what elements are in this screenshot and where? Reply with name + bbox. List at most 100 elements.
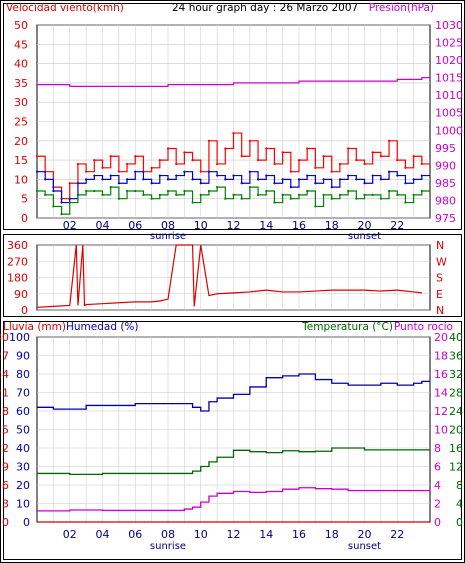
dewpoint-tick-label: 12 [434, 405, 448, 418]
rain-tick-label: 30 [0, 331, 9, 344]
wind-series-2-point [379, 197, 382, 200]
wind-series-0-point [35, 155, 39, 158]
humidity-tick-label: 80 [16, 368, 30, 381]
direction-tick-label: 360 [7, 239, 28, 252]
humidity-tick-label: 50 [16, 424, 30, 437]
dewpoint-tick-label: 14 [434, 387, 448, 400]
temperature-tick-label: 36 [449, 350, 463, 363]
wind-series-2-point [125, 189, 129, 193]
compass-tick-label: S [436, 272, 443, 285]
temperature-tick-label: 28 [449, 387, 463, 400]
wind-series-0-point [85, 170, 88, 173]
panel3-x-tick-label: 18 [325, 528, 339, 541]
wind-series-1-point [199, 182, 202, 185]
wind-tick-label: 0 [21, 212, 28, 225]
humidity-tick-label: 30 [16, 461, 30, 474]
wind-series-2-point [134, 189, 137, 193]
panel3-x-tick-label: 20 [358, 528, 372, 541]
panel1-x-tick-label: 14 [259, 219, 273, 232]
wind-tick-label: 20 [14, 135, 28, 148]
wind-series-1-point [265, 174, 268, 177]
direction-tick-label: 270 [7, 255, 28, 268]
wind-tick-label: 5 [21, 193, 28, 206]
wind-series-0-point [183, 151, 186, 154]
panel3-x-tick-label: 04 [96, 528, 110, 541]
wind-tick-label: 50 [14, 19, 28, 32]
panel3-x-tick-label: 02 [63, 528, 77, 541]
wind-series-0-point [191, 159, 194, 162]
humidity-tick-label: 100 [9, 331, 30, 344]
wind-series-1-point [273, 182, 276, 185]
wind-series-2-point [150, 197, 153, 200]
wind-series-2-point [76, 193, 80, 196]
wind-series-1-point [330, 186, 333, 189]
wind-series-1-point [297, 178, 301, 181]
rain-tick-label: 6 [2, 479, 9, 492]
wind-series-0-point [232, 131, 235, 135]
wind-series-1-point [35, 170, 39, 173]
dewpoint-tick-label: 10 [434, 424, 448, 437]
wind-series-0-point [199, 170, 202, 173]
rain-axis-title: Lluvia (mm) [3, 321, 66, 333]
wind-series-2-point [363, 193, 366, 196]
wind-series-0-point [355, 159, 358, 162]
temperature-axis-title: Temperatura (°C) [301, 321, 393, 333]
pressure-tick-label: 1005 [435, 107, 463, 120]
dewpoint-tick-label: 16 [434, 368, 448, 381]
wind-series-2-point [371, 193, 374, 196]
humidity-series-line [37, 373, 430, 412]
compass-tick-label: E [436, 288, 443, 301]
wind-series-2-point [85, 189, 88, 193]
wind-series-2-point [216, 186, 219, 189]
panel1-x-tick-label: 04 [96, 219, 110, 232]
temperature-tick-label: 40 [449, 331, 463, 344]
wind-series-2-point [322, 193, 325, 196]
wind-series-1-point [175, 174, 178, 177]
wind-tick-label: 40 [14, 58, 28, 71]
wind-series-0-point [322, 155, 325, 158]
rain-tick-label: 15 [0, 424, 9, 437]
wind-series-1-point [232, 174, 235, 177]
wind-series-2-point [256, 193, 260, 196]
wind-series-2-point [248, 186, 251, 189]
wind-series-0-point [347, 147, 350, 150]
wind-series-2-point [199, 193, 202, 196]
wind-series-2-point [175, 193, 178, 196]
wind-series-2-point [232, 193, 235, 196]
wind-series-1-point [158, 174, 161, 177]
humidity-tick-label: 40 [16, 442, 30, 455]
panel1-x-tick-label: 06 [128, 219, 142, 232]
wind-series-0-point [371, 151, 374, 154]
wind-tick-label: 35 [14, 77, 28, 90]
wind-tick-label: 25 [14, 116, 28, 129]
humidity-tick-label: 70 [16, 387, 30, 400]
dewpoint-tick-label: 2 [434, 498, 441, 511]
dewpoint-tick-label: 20 [434, 331, 448, 344]
wind-series-1-point [191, 178, 194, 181]
wind-series-0-point [224, 147, 227, 150]
panel1-x-tick-label: 12 [227, 219, 241, 232]
wind-series-1-point [363, 182, 366, 185]
wind-series-2-point [35, 189, 39, 193]
wind-series-1-point [412, 178, 415, 181]
humidity-tick-label: 10 [16, 498, 30, 511]
wind-series-1-point [379, 178, 382, 181]
wind-series-2-point [347, 189, 350, 193]
wind-series-1-point [166, 178, 170, 181]
panel1-frame [3, 3, 462, 230]
temperature-series-line [37, 447, 430, 476]
wind-series-0-point [207, 139, 211, 142]
pressure-tick-label: 980 [435, 194, 456, 207]
wind-tick-label: 10 [14, 173, 28, 186]
panel3-x-tick-label: 14 [259, 528, 273, 541]
wind-series-0-point [289, 170, 292, 173]
wind-series-0-point [175, 162, 178, 166]
wind-series-2-point [355, 197, 358, 200]
wind-series-2-point [306, 189, 309, 193]
wind-series-1-point [85, 178, 88, 181]
rain-tick-label: 12 [0, 442, 9, 455]
wind-series-1-point [60, 201, 63, 204]
wind-series-1-point [109, 174, 112, 177]
wind-series-2-point [52, 205, 55, 208]
panel3-x-tick-label: 12 [227, 528, 241, 541]
